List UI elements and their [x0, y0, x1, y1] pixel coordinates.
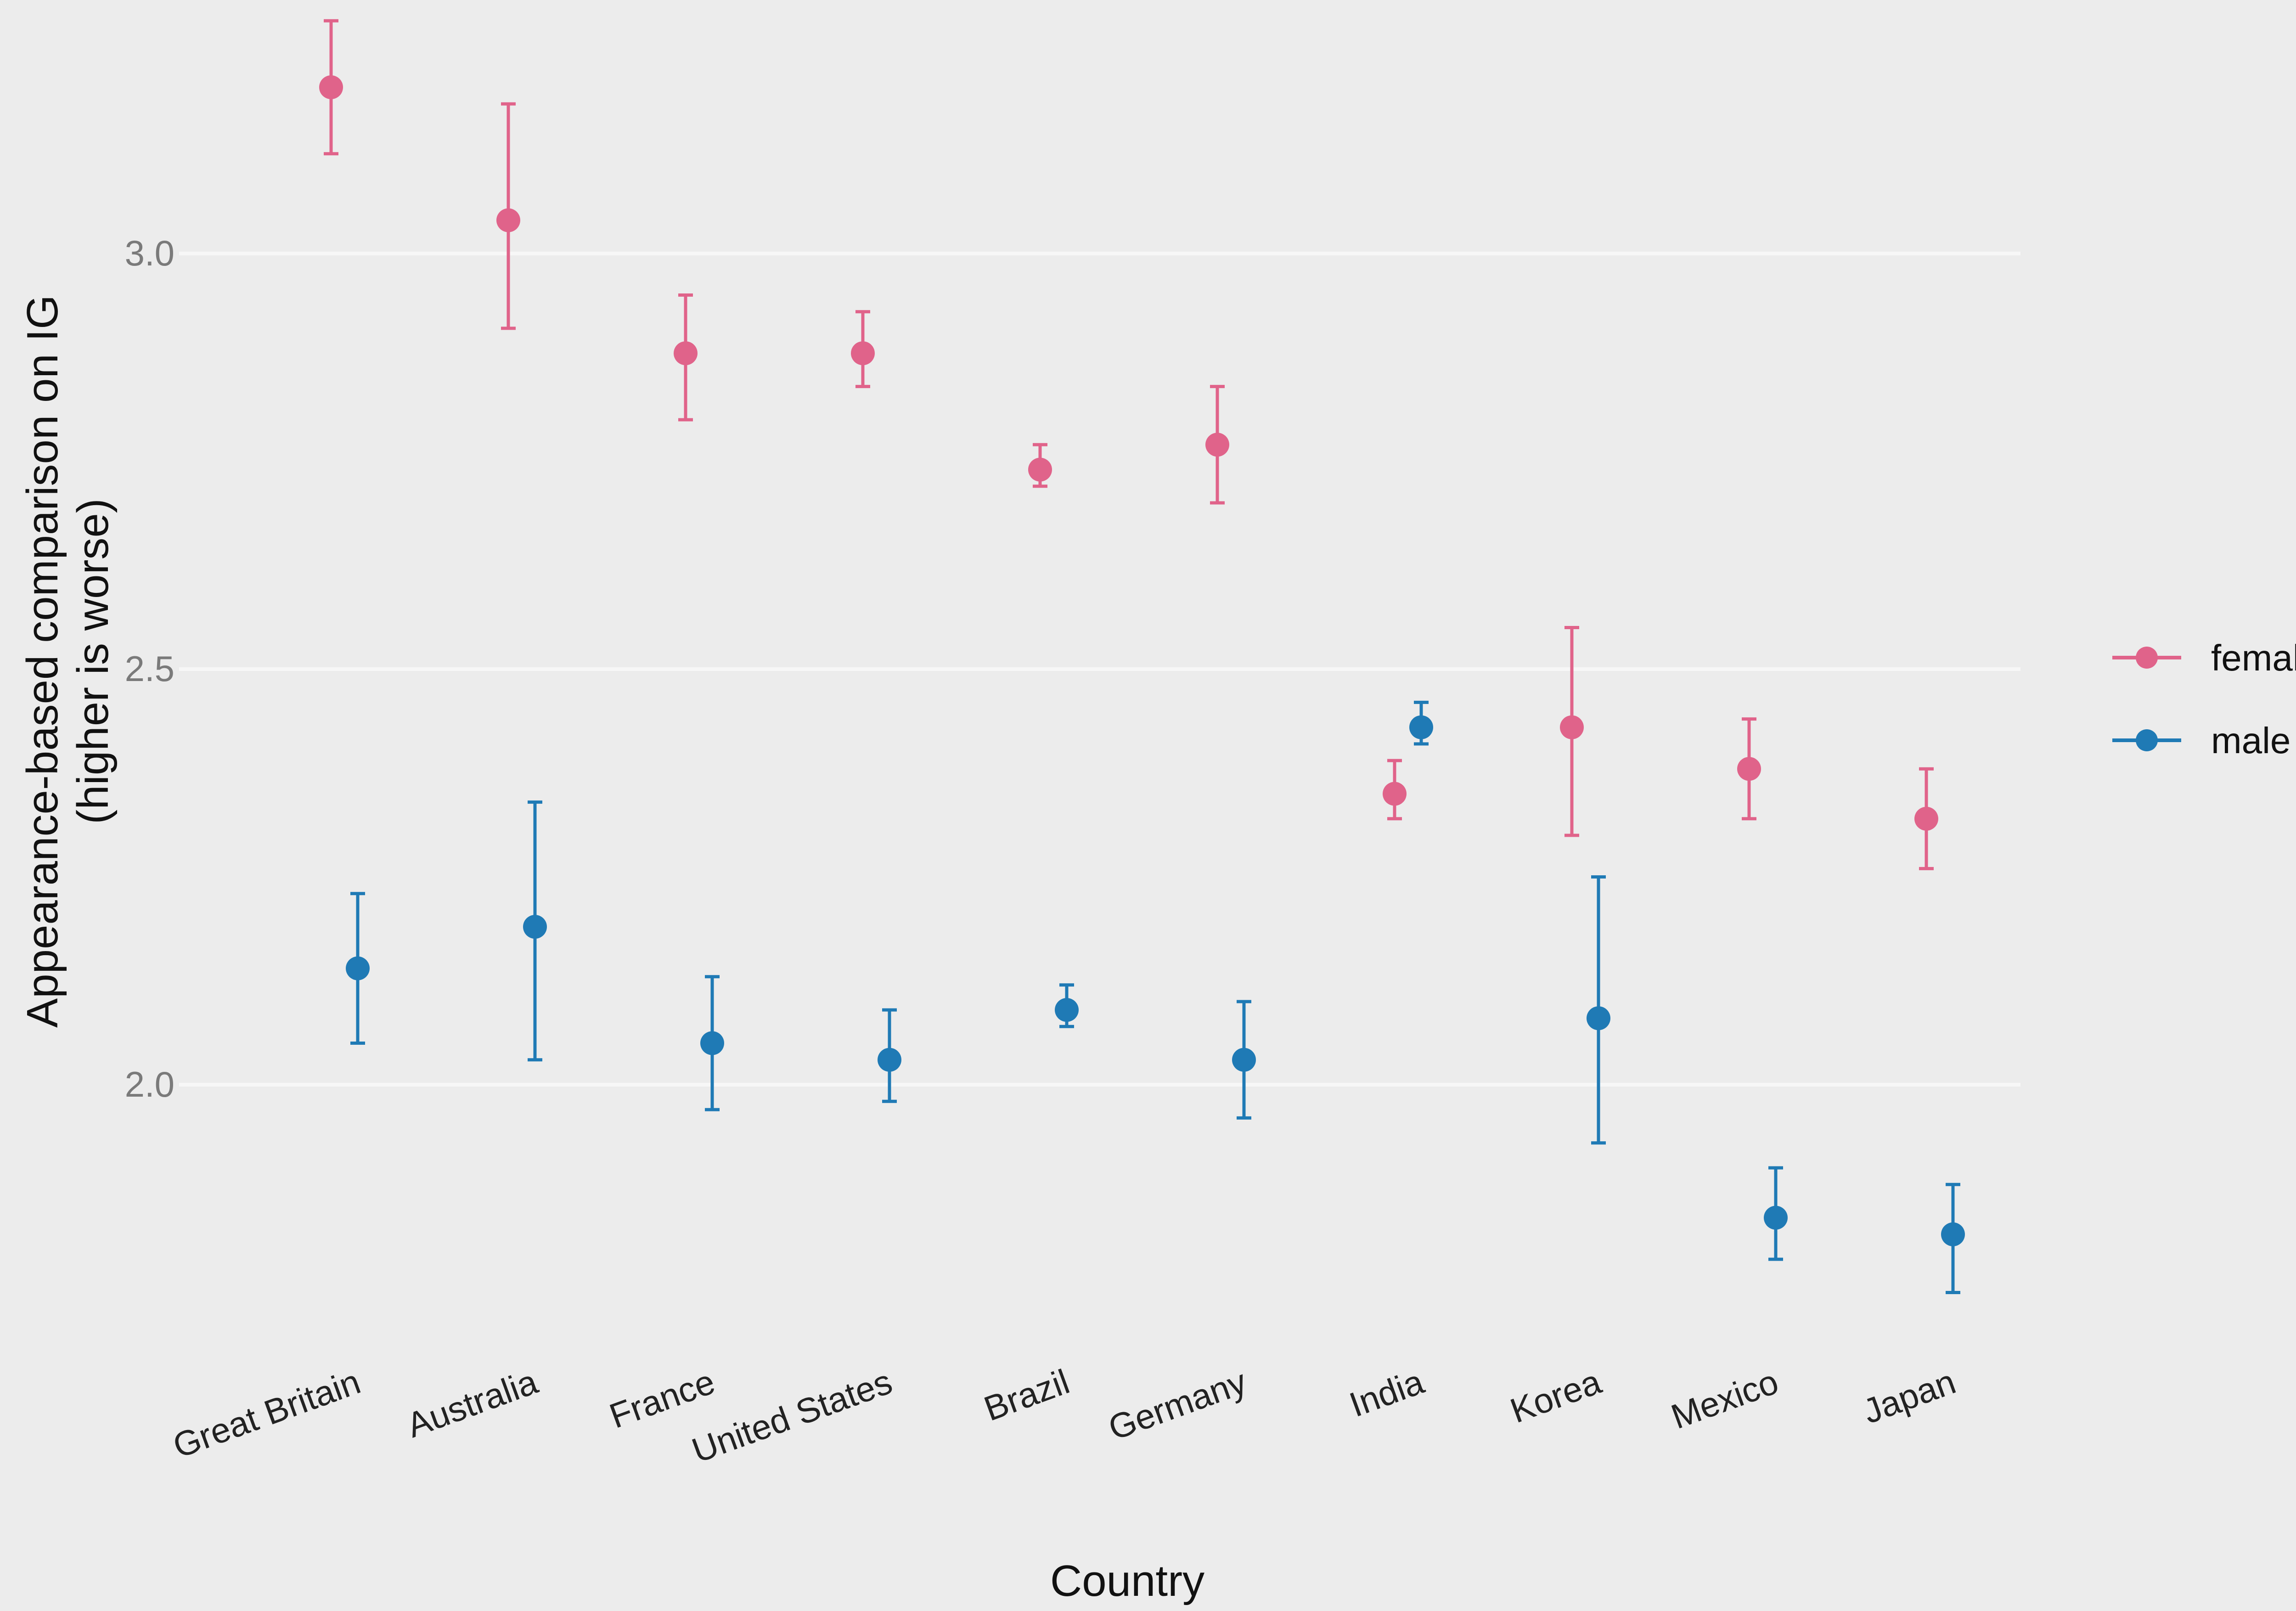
series-layer	[319, 19, 1965, 1294]
data-point-female	[1205, 433, 1229, 457]
data-point-female	[1028, 457, 1052, 482]
data-point-male	[1055, 998, 1079, 1022]
legend-item-female: female	[2112, 637, 2296, 678]
legend-marker	[2136, 647, 2158, 669]
data-point-male	[700, 1031, 724, 1055]
data-point-female	[496, 208, 520, 232]
y-axis-title-line1: Appearance-based comparison on IG	[18, 295, 67, 1028]
data-point-male	[878, 1048, 901, 1072]
x-tick-label: Germany	[1103, 1362, 1252, 1448]
data-point-female	[674, 341, 698, 366]
legend-item-male: male	[2112, 720, 2290, 761]
y-tick-label: 2.5	[125, 648, 174, 689]
data-point-female	[1737, 757, 1761, 781]
x-axis-title: Country	[1050, 1556, 1204, 1605]
x-tick-label: Australia	[402, 1362, 543, 1445]
x-tick-label: Japan	[1858, 1362, 1961, 1431]
data-point-male	[1409, 715, 1433, 739]
legend-marker	[2136, 729, 2158, 751]
data-point-male	[346, 956, 370, 980]
data-point-male	[1587, 1006, 1610, 1031]
x-tick-label: Mexico	[1666, 1362, 1784, 1436]
gridlines	[179, 252, 2020, 1087]
y-tick-label: 2.0	[125, 1064, 174, 1104]
x-tick-label: Brazil	[979, 1362, 1075, 1429]
series-female	[319, 19, 1938, 870]
legend-label: female	[2211, 637, 2296, 678]
data-point-female	[1914, 806, 1938, 831]
x-tick-label: India	[1345, 1362, 1429, 1425]
y-tick-label: 3.0	[125, 233, 174, 273]
y-axis-ticks: 2.0 2.5 3.0	[125, 233, 174, 1104]
data-point-male	[1764, 1205, 1788, 1230]
data-point-female	[851, 341, 875, 366]
data-point-female	[319, 75, 343, 99]
series-male	[346, 700, 1965, 1294]
y-axis-title: Appearance-based comparison on IG (highe…	[18, 295, 118, 1028]
x-tick-label: United States	[687, 1362, 897, 1470]
legend-label: male	[2211, 720, 2290, 761]
x-tick-label: Great Britain	[168, 1362, 366, 1466]
x-tick-label: France	[604, 1362, 720, 1436]
data-point-male	[1232, 1048, 1256, 1072]
x-tick-label: Korea	[1505, 1362, 1606, 1431]
data-point-female	[1560, 715, 1584, 739]
legend: female male	[2112, 637, 2296, 761]
data-point-female	[1383, 782, 1407, 806]
data-point-male	[1941, 1222, 1965, 1246]
data-point-male	[523, 915, 547, 939]
y-axis-title-line2: (higher is worse)	[68, 498, 118, 824]
